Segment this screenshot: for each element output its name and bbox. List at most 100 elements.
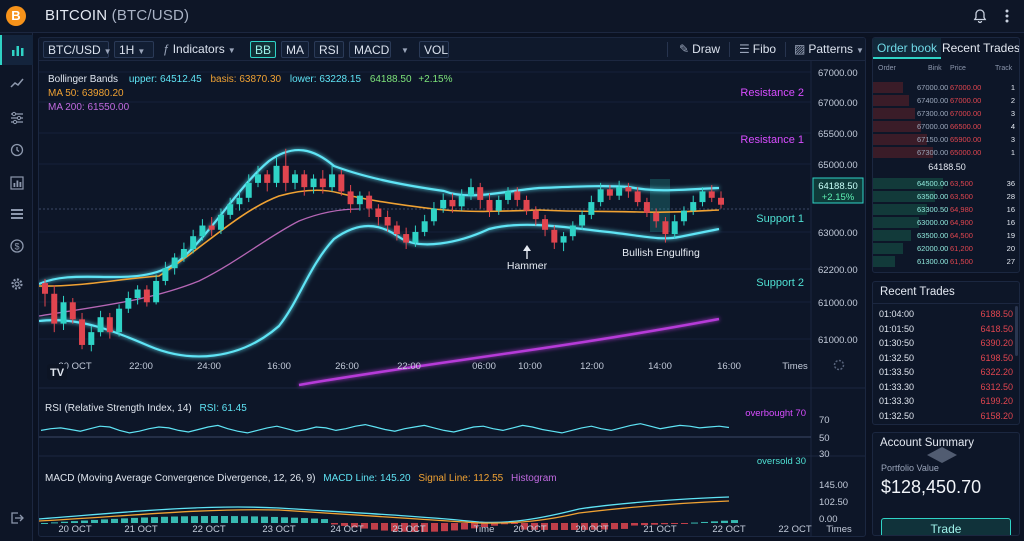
- candle[interactable]: [366, 195, 373, 209]
- ask-row[interactable]: 67000.00 66500.00 4: [873, 120, 1019, 133]
- candle[interactable]: [338, 174, 345, 192]
- bell-icon[interactable]: [972, 8, 988, 24]
- symbol-select[interactable]: BTC/USD ▼: [43, 41, 112, 58]
- trade-button[interactable]: Trade: [881, 518, 1011, 535]
- candle[interactable]: [162, 268, 169, 281]
- candle[interactable]: [301, 174, 308, 188]
- sidebar-item-chart[interactable]: [0, 35, 33, 65]
- candle[interactable]: [319, 178, 326, 188]
- candle[interactable]: [532, 210, 539, 220]
- candle[interactable]: [264, 174, 271, 183]
- candle[interactable]: [606, 189, 613, 196]
- candle[interactable]: [227, 204, 234, 215]
- candle[interactable]: [616, 187, 623, 196]
- candle[interactable]: [69, 302, 76, 320]
- more-indicators-caret[interactable]: ▼: [401, 46, 409, 55]
- candle[interactable]: [486, 199, 493, 211]
- candle[interactable]: [208, 225, 215, 230]
- candle[interactable]: [680, 210, 687, 222]
- recent-trades-scrollbar[interactable]: [1015, 306, 1018, 356]
- interval-select[interactable]: 1H ▼: [114, 41, 154, 58]
- draw-button[interactable]: ✎ Draw: [675, 41, 725, 58]
- candle[interactable]: [467, 187, 474, 196]
- candle[interactable]: [143, 289, 150, 303]
- sidebar-item-trend[interactable]: [0, 68, 33, 98]
- candle[interactable]: [375, 208, 382, 217]
- candle[interactable]: [347, 191, 354, 205]
- sidebar-item-logout[interactable]: [0, 503, 33, 533]
- bid-row[interactable]: 62000.00 61,200 20: [873, 242, 1019, 255]
- ask-row[interactable]: 67000.00 67000.00 1: [873, 81, 1019, 94]
- candle[interactable]: [421, 221, 428, 232]
- candle[interactable]: [134, 289, 141, 299]
- candle[interactable]: [495, 199, 502, 211]
- tab-recent-trades[interactable]: Recent Trades: [941, 41, 1020, 55]
- macd-toggle[interactable]: MACD: [349, 41, 391, 58]
- candle[interactable]: [292, 174, 299, 183]
- bb-toggle[interactable]: BB: [250, 41, 276, 58]
- sidebar-item-settings-sliders[interactable]: [0, 103, 33, 133]
- bid-row[interactable]: 63300.50 64,980 16: [873, 203, 1019, 216]
- patterns-button[interactable]: ▨ Patterns ▼: [794, 42, 864, 56]
- candle[interactable]: [523, 199, 530, 211]
- candle[interactable]: [588, 202, 595, 215]
- sidebar-item-settings[interactable]: [0, 269, 33, 299]
- rsi-toggle[interactable]: RSI: [314, 41, 344, 58]
- candle[interactable]: [254, 174, 261, 183]
- candle[interactable]: [671, 221, 678, 235]
- candle[interactable]: [60, 302, 67, 324]
- candle[interactable]: [505, 191, 512, 200]
- candle[interactable]: [236, 197, 243, 205]
- candle[interactable]: [643, 202, 650, 213]
- candle[interactable]: [88, 332, 95, 345]
- candle[interactable]: [245, 182, 252, 198]
- candle[interactable]: [403, 234, 410, 243]
- candle[interactable]: [699, 191, 706, 203]
- candle[interactable]: [551, 229, 558, 243]
- vol-toggle[interactable]: VOL: [419, 41, 449, 58]
- candle[interactable]: [634, 191, 641, 203]
- candle[interactable]: [430, 208, 437, 222]
- chart-canvas[interactable]: Hammer Bullish Engulfing Resistance 2 Re…: [39, 61, 866, 537]
- candle[interactable]: [310, 178, 317, 188]
- candle[interactable]: [440, 199, 447, 209]
- chart-settings-gear-icon[interactable]: [833, 359, 845, 371]
- candle[interactable]: [153, 280, 160, 303]
- bid-row[interactable]: 63500.00 64,500 19: [873, 229, 1019, 242]
- candle[interactable]: [653, 212, 660, 222]
- candle[interactable]: [542, 219, 549, 230]
- bid-row[interactable]: 61300.00 61,500 27: [873, 255, 1019, 268]
- candle[interactable]: [282, 165, 289, 183]
- sidebar-item-wallet[interactable]: $: [0, 231, 33, 261]
- candle[interactable]: [393, 225, 400, 235]
- candle[interactable]: [412, 231, 419, 243]
- candle[interactable]: [51, 293, 58, 324]
- candle[interactable]: [42, 283, 48, 294]
- fibo-button[interactable]: ☰ Fibo: [735, 41, 781, 58]
- candle[interactable]: [708, 191, 715, 198]
- candle[interactable]: [560, 236, 567, 243]
- sidebar-item-list[interactable]: [0, 199, 33, 229]
- ask-row[interactable]: 67400.00 67000.00 2: [873, 94, 1019, 107]
- more-menu-icon[interactable]: [999, 8, 1015, 24]
- ma-toggle[interactable]: MA: [281, 41, 309, 58]
- candle[interactable]: [79, 319, 86, 345]
- candle[interactable]: [384, 217, 391, 226]
- candle[interactable]: [273, 165, 280, 183]
- candle[interactable]: [171, 257, 178, 269]
- candle[interactable]: [477, 187, 484, 200]
- ask-row[interactable]: 67300.00 67000.00 3: [873, 107, 1019, 120]
- indicators-button[interactable]: ƒ Indicators ▼: [163, 42, 236, 56]
- candle[interactable]: [597, 189, 604, 203]
- candle[interactable]: [199, 225, 206, 237]
- ask-row[interactable]: 67300.00 65000.00 1: [873, 146, 1019, 159]
- candle[interactable]: [625, 187, 632, 192]
- candle[interactable]: [125, 298, 132, 309]
- candle[interactable]: [690, 202, 697, 211]
- candle[interactable]: [569, 225, 576, 237]
- candle[interactable]: [514, 191, 521, 200]
- candle[interactable]: [116, 308, 123, 333]
- candle[interactable]: [449, 199, 456, 207]
- sidebar-item-analytics[interactable]: [0, 168, 33, 198]
- candle[interactable]: [97, 317, 104, 333]
